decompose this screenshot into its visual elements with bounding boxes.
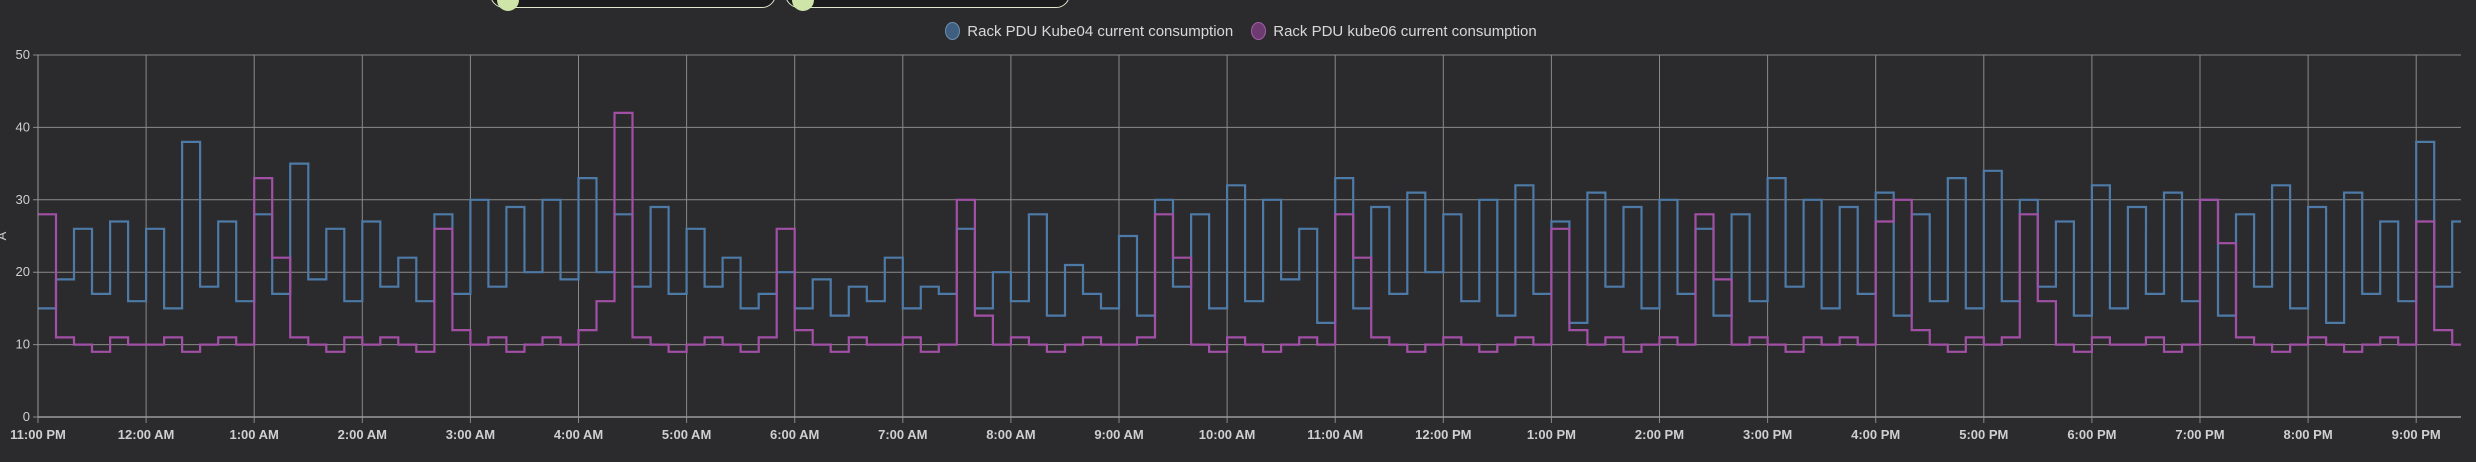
- y-tick-label: 0: [23, 409, 30, 424]
- legend-swatch-kube06: [1251, 22, 1267, 40]
- x-tick-label: 6:00 PM: [2067, 427, 2116, 442]
- series-line-kube04: [38, 140, 2461, 324]
- x-tick-label: 10:00 AM: [1199, 427, 1256, 442]
- x-tick-label: 3:00 PM: [1743, 427, 1792, 442]
- series-line-kube06: [38, 111, 2461, 353]
- y-tick-label: 50: [16, 47, 30, 62]
- y-tick-label: 20: [16, 264, 30, 279]
- grid: [33, 54, 2461, 423]
- x-tick-label: 9:00 AM: [1094, 427, 1143, 442]
- x-tick-label: 1:00 PM: [1527, 427, 1576, 442]
- legend-swatch-kube04: [945, 22, 961, 40]
- y-tick-label: 10: [16, 337, 30, 352]
- legend-label-kube04: Rack PDU Kube04 current consumption: [967, 22, 1234, 40]
- chart-legend: Rack PDU Kube04 current consumption Rack…: [0, 22, 2476, 40]
- x-tick-label: 5:00 PM: [1959, 427, 2008, 442]
- x-tick-label: 7:00 AM: [878, 427, 927, 442]
- toggle-knob: [497, 0, 519, 11]
- y-tick-label: 40: [16, 119, 30, 134]
- x-tick-label: 6:00 AM: [770, 427, 819, 442]
- x-tick-label: 8:00 AM: [986, 427, 1035, 442]
- series-lines: [38, 111, 2462, 353]
- toggle-knob: [792, 0, 814, 11]
- legend-item-kube06[interactable]: Rack PDU kube06 current consumption: [1251, 22, 1537, 40]
- legend-label-kube06: Rack PDU kube06 current consumption: [1273, 22, 1537, 40]
- x-tick-label: 3:00 AM: [446, 427, 495, 442]
- x-tick-label: 7:00 PM: [2175, 427, 2224, 442]
- x-tick-label: 12:00 PM: [1415, 427, 1471, 442]
- legend-item-kube04[interactable]: Rack PDU Kube04 current consumption: [945, 22, 1233, 40]
- x-tick-label: 8:00 PM: [2284, 427, 2333, 442]
- x-tick-label: 2:00 PM: [1635, 427, 1684, 442]
- x-tick-label: 11:00 AM: [1307, 427, 1363, 442]
- axes: 0 10 20 30 40 50 11:00 PM 12:00 AM 1:00 AM 2:00 A…: [10, 47, 2461, 442]
- y-axis-label: A: [0, 231, 9, 240]
- x-tick-label: 1:00 AM: [230, 427, 279, 442]
- x-tick-label: 5:00 AM: [662, 427, 711, 442]
- x-tick-label: 2:00 AM: [338, 427, 387, 442]
- y-tick-label: 30: [16, 192, 30, 207]
- x-tick-label: 11:00 PM: [10, 427, 66, 442]
- x-tick-label: 4:00 PM: [1851, 427, 1900, 442]
- x-tick-label: 12:00 AM: [118, 427, 175, 442]
- x-tick-label: 9:00 PM: [2392, 427, 2441, 442]
- x-tick-label: 4:00 AM: [554, 427, 603, 442]
